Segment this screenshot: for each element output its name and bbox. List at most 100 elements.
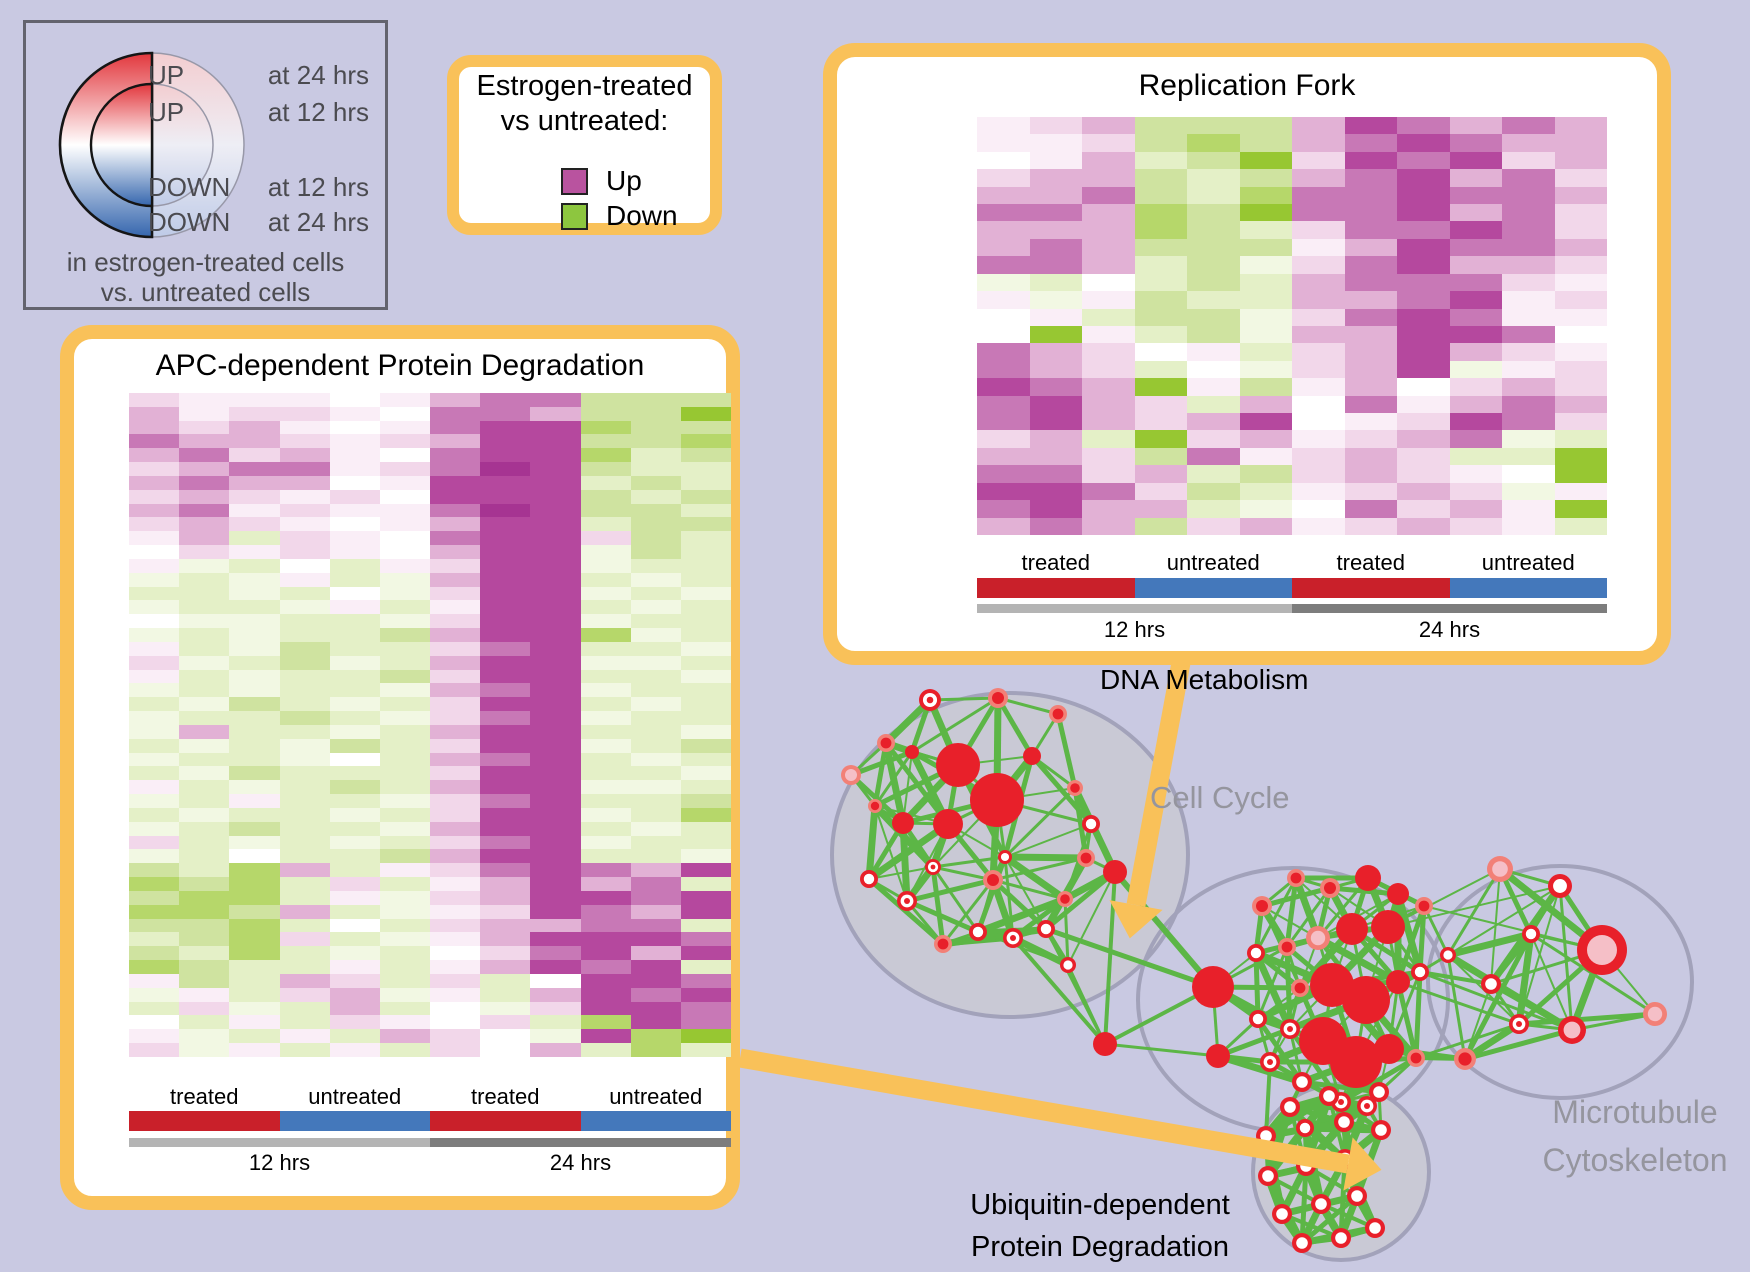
network-node-dna-metabolism bbox=[1080, 852, 1092, 864]
untreated-bar-segment bbox=[1449, 578, 1607, 598]
network-edge bbox=[1301, 1079, 1380, 1095]
time-color-bar bbox=[129, 1138, 731, 1147]
network-node-microtubule-cytoskeleton bbox=[1587, 935, 1617, 965]
network-edge bbox=[1217, 1026, 1291, 1059]
network-edge bbox=[930, 866, 946, 945]
time-labels-row: 12 hrs 24 hrs bbox=[977, 617, 1607, 643]
arrowhead-icon bbox=[1343, 1137, 1382, 1191]
microtubule-label-line2: Cytoskeleton bbox=[1542, 1142, 1728, 1178]
network-edge bbox=[1300, 1194, 1359, 1245]
network-node-microtubule-cytoskeleton bbox=[1492, 861, 1508, 877]
up-color-swatch bbox=[561, 167, 588, 195]
network-edge bbox=[1003, 786, 1077, 859]
network-edge bbox=[911, 696, 999, 754]
network-edge bbox=[1518, 1011, 1656, 1027]
network-node-dna-metabolism bbox=[933, 809, 963, 839]
network-edge bbox=[1447, 885, 1561, 956]
network-node-dna-metabolism bbox=[1085, 818, 1097, 830]
key-level-text: DOWN bbox=[148, 207, 231, 237]
condition-color-bar bbox=[129, 1111, 731, 1131]
network-edge bbox=[849, 773, 905, 825]
time-labels-row: 12 hrs 24 hrs bbox=[129, 1150, 731, 1176]
network-edge bbox=[882, 742, 907, 824]
panel-apc-degradation: APC-dependent Protein Degradation treate… bbox=[60, 325, 740, 1210]
network-edge bbox=[899, 822, 911, 902]
network-edge bbox=[1055, 713, 1078, 789]
time-label: 12 hrs bbox=[1103, 617, 1166, 642]
network-edge bbox=[1316, 877, 1370, 939]
network-node-microtubule-cytoskeleton bbox=[1516, 1021, 1522, 1027]
network-node-cell-cycle bbox=[1206, 1044, 1230, 1068]
network-edge bbox=[873, 751, 914, 807]
condition-label: treated bbox=[471, 1084, 540, 1109]
network-node-dna-metabolism bbox=[1052, 708, 1064, 720]
12hrs-bar-segment bbox=[977, 604, 1292, 613]
key-time-text: at 12 hrs bbox=[267, 97, 369, 127]
inner-ring-right-half bbox=[151, 83, 214, 207]
cluster-ellipse-microtubule-cytoskeleton bbox=[1426, 864, 1694, 1100]
12hrs-bar-segment bbox=[129, 1138, 430, 1147]
condition-label: untreated bbox=[308, 1084, 402, 1109]
network-edge bbox=[1446, 952, 1574, 1033]
network-edge bbox=[850, 749, 913, 778]
arrowhead-icon bbox=[1109, 900, 1163, 939]
treated-bar-segment bbox=[129, 1111, 280, 1131]
network-node-microtubule-cytoskeleton bbox=[1458, 1052, 1472, 1066]
key-row-up-12: UP at 12 hrs bbox=[26, 97, 385, 127]
network-edge bbox=[1447, 930, 1532, 959]
cluster-label-microtubule-cytoskeleton: Microtubule Cytoskeleton bbox=[1455, 1088, 1750, 1184]
network-bridge-edge bbox=[1387, 868, 1501, 928]
legend-title-line2: vs untreated: bbox=[500, 105, 669, 137]
network-edge bbox=[1299, 1165, 1309, 1244]
network-edge bbox=[1530, 933, 1573, 1031]
network-edge bbox=[1284, 877, 1299, 948]
key-footer-line2: vs. untreated cells bbox=[100, 277, 311, 307]
time-color-bar bbox=[977, 604, 1607, 613]
network-node-microtubule-cytoskeleton bbox=[1563, 1021, 1581, 1039]
network-edge bbox=[1394, 893, 1424, 973]
network-node-cell-cycle bbox=[1296, 1076, 1308, 1088]
legend-item-up: Up bbox=[561, 165, 642, 197]
network-node-dna-metabolism bbox=[845, 769, 857, 781]
cluster-label-ubiquitin-degradation: Ubiquitin-dependent Protein Degradation bbox=[920, 1184, 1280, 1268]
network-edge bbox=[1004, 853, 1087, 862]
cluster-label-cell-cycle: Cell Cycle bbox=[1150, 780, 1290, 815]
condition-label: treated bbox=[1021, 550, 1091, 575]
network-node-dna-metabolism bbox=[1093, 1032, 1117, 1056]
network-node-microtubule-cytoskeleton bbox=[1443, 950, 1453, 960]
network-node-dna-metabolism bbox=[936, 743, 980, 787]
down-color-swatch bbox=[561, 202, 588, 230]
network-node-cell-cycle bbox=[1250, 947, 1262, 959]
condition-color-bar bbox=[977, 578, 1607, 598]
network-node-cell-cycle bbox=[1294, 982, 1306, 994]
condition-labels-row: treated untreated treated untreated bbox=[977, 550, 1607, 576]
network-edge bbox=[1464, 1027, 1573, 1062]
network-node-ubiquitin-protein-degradation bbox=[1315, 1198, 1327, 1210]
inner-ring-left-half bbox=[89, 82, 154, 208]
network-edge bbox=[976, 895, 1067, 936]
network-node-dna-metabolism bbox=[1060, 894, 1070, 904]
key-time-text: at 24 hrs bbox=[267, 60, 369, 90]
panel-title: Replication Fork bbox=[1138, 69, 1356, 102]
key-time-text: at 24 hrs bbox=[267, 207, 369, 237]
network-node-cell-cycle bbox=[1192, 966, 1234, 1008]
panel-to-cluster-arrow bbox=[738, 1048, 1350, 1174]
network-edge bbox=[929, 696, 999, 702]
network-edge bbox=[992, 878, 1066, 901]
network-edge bbox=[941, 879, 995, 945]
network-node-cell-cycle bbox=[1336, 913, 1368, 945]
untreated-bar-segment bbox=[580, 1111, 731, 1131]
panel-title: APC-dependent Protein Degradation bbox=[155, 349, 645, 382]
network-node-dna-metabolism bbox=[1103, 860, 1127, 884]
network-edge bbox=[1446, 868, 1502, 956]
network-node-cell-cycle bbox=[1342, 976, 1390, 1024]
condition-label: untreated bbox=[1481, 550, 1575, 575]
network-node-cell-cycle bbox=[1387, 883, 1409, 905]
network-node-dna-metabolism bbox=[880, 737, 892, 749]
network-node-cell-cycle bbox=[1410, 1052, 1422, 1064]
network-node-cell-cycle bbox=[1373, 1086, 1385, 1098]
network-node-ubiquitin-protein-degradation bbox=[1262, 1170, 1274, 1182]
untreated-bar-segment bbox=[279, 1111, 430, 1131]
network-edge bbox=[932, 865, 994, 882]
network-node-microtubule-cytoskeleton bbox=[1525, 928, 1537, 940]
